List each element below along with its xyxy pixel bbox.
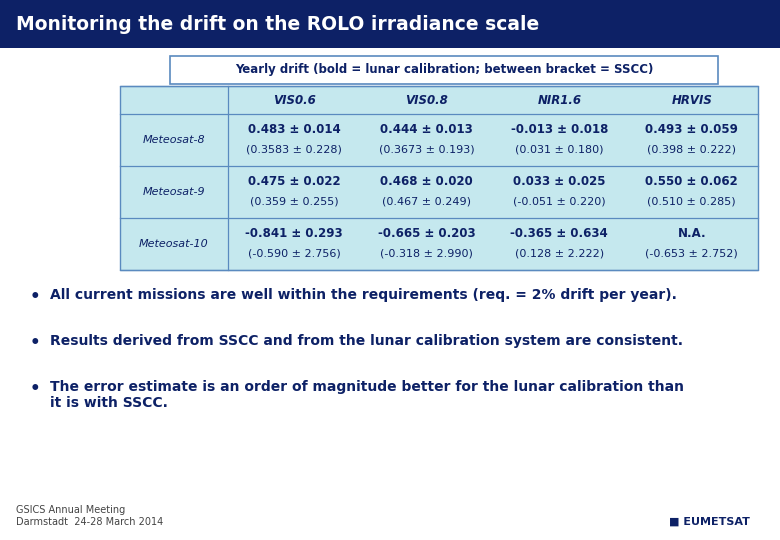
Text: 0.468 ± 0.020: 0.468 ± 0.020 <box>381 175 473 188</box>
Text: NIR1.6: NIR1.6 <box>537 93 581 106</box>
Bar <box>120 86 758 270</box>
Text: -0.665 ± 0.203: -0.665 ± 0.203 <box>378 227 476 240</box>
Text: (0.398 ± 0.222): (0.398 ± 0.222) <box>647 144 736 154</box>
Text: N.A.: N.A. <box>678 227 706 240</box>
Text: (0.128 ± 2.222): (0.128 ± 2.222) <box>515 248 604 258</box>
Text: VIS0.8: VIS0.8 <box>406 93 448 106</box>
Text: 0.033 ± 0.025: 0.033 ± 0.025 <box>513 175 605 188</box>
Text: (-0.318 ± 2.990): (-0.318 ± 2.990) <box>381 248 473 258</box>
Text: -0.013 ± 0.018: -0.013 ± 0.018 <box>511 123 608 136</box>
Text: •: • <box>30 334 41 352</box>
Bar <box>0 0 780 48</box>
Text: Results derived from SSCC and from the lunar calibration system are consistent.: Results derived from SSCC and from the l… <box>50 334 683 348</box>
Text: 0.444 ± 0.013: 0.444 ± 0.013 <box>381 123 473 136</box>
Text: Yearly drift (bold = lunar calibration; between bracket = SSCC): Yearly drift (bold = lunar calibration; … <box>235 64 653 77</box>
Text: HRVIS: HRVIS <box>672 93 712 106</box>
Text: (0.359 ± 0.255): (0.359 ± 0.255) <box>250 197 339 206</box>
Text: Monitoring the drift on the ROLO irradiance scale: Monitoring the drift on the ROLO irradia… <box>16 15 539 33</box>
Text: Meteosat-10: Meteosat-10 <box>139 239 209 249</box>
Text: VIS0.6: VIS0.6 <box>273 93 316 106</box>
Text: 0.493 ± 0.059: 0.493 ± 0.059 <box>645 123 738 136</box>
Text: ■ EUMETSAT: ■ EUMETSAT <box>669 517 750 527</box>
Text: (0.031 ± 0.180): (0.031 ± 0.180) <box>515 144 604 154</box>
Text: (0.3583 ± 0.228): (0.3583 ± 0.228) <box>246 144 342 154</box>
Text: -0.841 ± 0.293: -0.841 ± 0.293 <box>246 227 343 240</box>
Text: Meteosat-9: Meteosat-9 <box>143 187 205 197</box>
Text: •: • <box>30 288 41 306</box>
Bar <box>170 56 718 84</box>
Text: 0.483 ± 0.014: 0.483 ± 0.014 <box>248 123 341 136</box>
Text: GSICS Annual Meeting: GSICS Annual Meeting <box>16 505 126 515</box>
Text: •: • <box>30 380 41 398</box>
Text: (-0.051 ± 0.220): (-0.051 ± 0.220) <box>513 197 605 206</box>
Text: (0.467 ± 0.249): (0.467 ± 0.249) <box>382 197 471 206</box>
Text: -0.365 ± 0.634: -0.365 ± 0.634 <box>510 227 608 240</box>
Text: Darmstadt  24-28 March 2014: Darmstadt 24-28 March 2014 <box>16 517 163 527</box>
Text: (0.3673 ± 0.193): (0.3673 ± 0.193) <box>379 144 474 154</box>
Text: (-0.590 ± 2.756): (-0.590 ± 2.756) <box>248 248 341 258</box>
Text: 0.475 ± 0.022: 0.475 ± 0.022 <box>248 175 341 188</box>
Text: The error estimate is an order of magnitude better for the lunar calibration tha: The error estimate is an order of magnit… <box>50 380 684 410</box>
Text: 0.550 ± 0.062: 0.550 ± 0.062 <box>645 175 738 188</box>
Text: (0.510 ± 0.285): (0.510 ± 0.285) <box>647 197 736 206</box>
Text: All current missions are well within the requirements (req. = 2% drift per year): All current missions are well within the… <box>50 288 677 302</box>
Text: Meteosat-8: Meteosat-8 <box>143 135 205 145</box>
Text: (-0.653 ± 2.752): (-0.653 ± 2.752) <box>645 248 738 258</box>
